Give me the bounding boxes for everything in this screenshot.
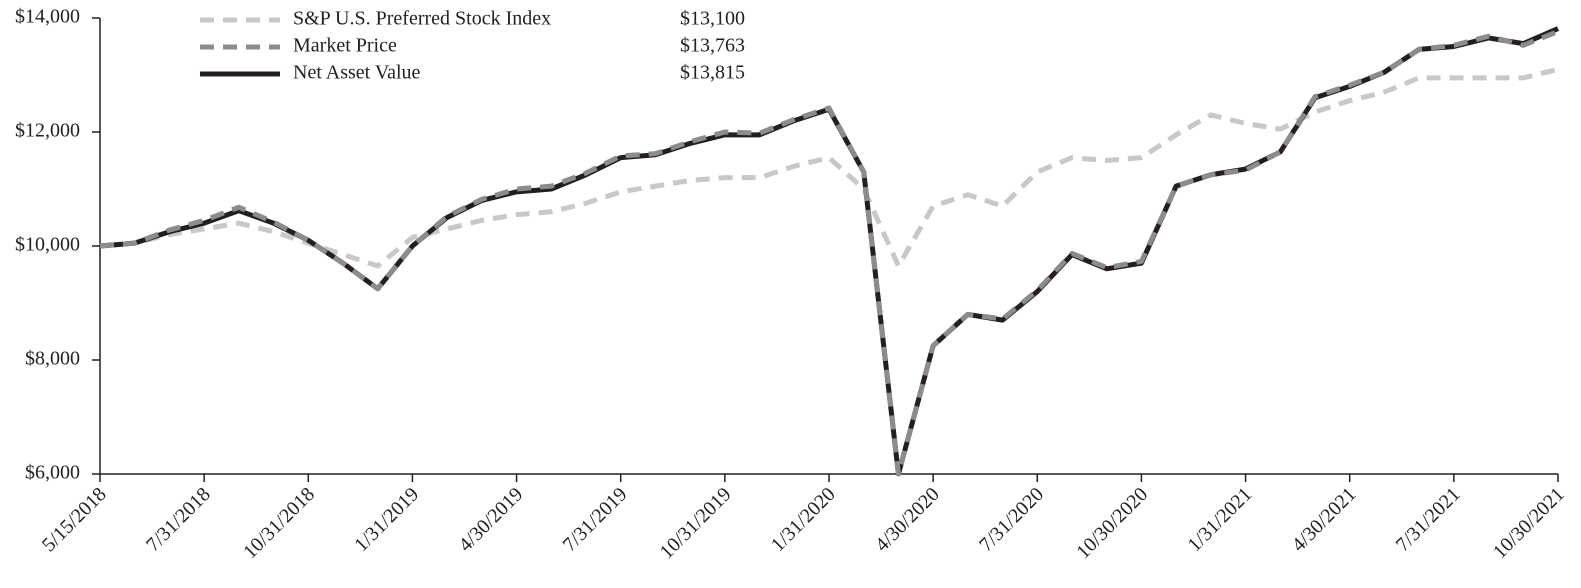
x-tick-label: 1/31/2021 [1183,483,1256,556]
legend-value: $13,763 [680,35,745,57]
x-tick-label: 5/15/2018 [38,483,111,556]
x-tick-label: 4/30/2020 [871,483,944,556]
x-tick-label: 10/31/2018 [239,483,319,563]
x-tick-label: 1/31/2020 [767,483,840,556]
legend-label: S&P U.S. Preferred Stock Index [293,8,551,30]
x-tick-label: 10/30/2020 [1072,483,1152,563]
series-line [99,29,1559,477]
legend-label: Market Price [293,35,397,57]
x-tick-label: 10/30/2021 [1489,483,1569,563]
y-tick-label: $6,000 [25,462,80,484]
x-tick-label: 7/31/2019 [559,483,632,556]
legend-value: $13,100 [680,8,745,30]
series-line [99,26,1559,477]
x-tick-label: 4/30/2019 [454,483,527,556]
x-tick-label: 7/31/2018 [142,483,215,556]
series-line [99,66,1559,269]
y-tick-label: $14,000 [15,6,80,28]
y-tick-label: $12,000 [15,120,80,142]
x-tick-label: 7/31/2021 [1392,483,1465,556]
y-tick-label: $8,000 [25,348,80,370]
x-tick-label: 1/31/2019 [350,483,423,556]
x-tick-label: 10/31/2019 [656,483,736,563]
x-tick-label: 7/31/2020 [975,483,1048,556]
legend-value: $13,815 [680,62,745,84]
x-tick-label: 4/30/2021 [1288,483,1361,556]
y-tick-label: $10,000 [15,234,80,256]
legend-label: Net Asset Value [293,62,421,84]
